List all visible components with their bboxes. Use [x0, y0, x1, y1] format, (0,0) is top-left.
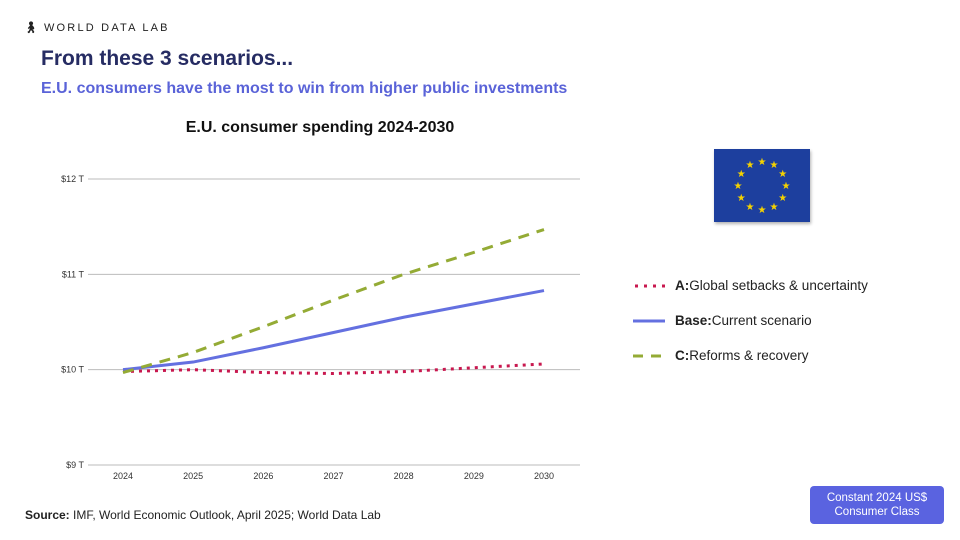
legend-item-c: C: Reforms & recovery	[633, 338, 868, 373]
source-note: Source: IMF, World Economic Outlook, Apr…	[25, 508, 381, 522]
star-icon: ★	[770, 160, 779, 171]
series-line-solid	[122, 289, 545, 372]
source-text: IMF, World Economic Outlook, April 2025;…	[69, 508, 381, 522]
source-label: Source:	[25, 508, 70, 522]
page-title: From these 3 scenarios...	[41, 47, 294, 70]
solid-line-swatch	[633, 319, 665, 322]
star-icon: ★	[778, 193, 787, 204]
x-tick-label: 2028	[394, 471, 414, 481]
x-tick-label: 2025	[183, 471, 203, 481]
x-tick-label: 2029	[464, 471, 484, 481]
star-icon: ★	[770, 202, 779, 213]
x-tick-label: 2027	[323, 471, 343, 481]
dashed-line-swatch	[633, 354, 665, 357]
star-icon: ★	[758, 157, 767, 168]
brand: 🚶︎ WORLD DATA LAB	[24, 21, 170, 35]
star-icon: ★	[758, 205, 767, 216]
legend-item-base: Base: Current scenario	[633, 303, 868, 338]
star-icon: ★	[778, 169, 787, 180]
legend-label: Current scenario	[711, 313, 812, 328]
x-tick-label: 2026	[253, 471, 273, 481]
legend-key: A:	[675, 278, 690, 293]
badge-line-1: Constant 2024 US$	[826, 492, 928, 504]
units-badge[interactable]: Constant 2024 US$ Consumer Class	[810, 486, 944, 524]
badge-line-2: Consumer Class	[834, 506, 920, 518]
star-icon: ★	[746, 202, 755, 213]
star-icon: ★	[737, 169, 746, 180]
page-subtitle: E.U. consumers have the most to win from…	[41, 80, 568, 97]
series-line-dotted	[122, 362, 545, 375]
x-tick-label: 2024	[113, 471, 133, 481]
legend: A: Global setbacks & uncertainty Base: C…	[633, 268, 868, 373]
chart-title: E.U. consumer spending 2024-2030	[185, 119, 455, 136]
people-icon: 🚶︎	[24, 22, 38, 34]
series-line-dashed	[122, 228, 545, 374]
eu-flag-icon: ★ ★ ★ ★ ★ ★ ★ ★ ★ ★ ★ ★	[714, 149, 810, 222]
brand-name: WORLD DATA LAB	[43, 21, 170, 34]
legend-label: Reforms & recovery	[689, 348, 809, 363]
y-tick-label: $10 T	[61, 365, 84, 375]
star-icon: ★	[782, 181, 791, 192]
legend-key: Base:	[675, 313, 712, 328]
y-tick-label: $11 T	[62, 269, 85, 279]
x-tick-label: 2030	[534, 471, 554, 481]
star-icon: ★	[746, 160, 755, 171]
legend-label: Global setbacks & uncertainty	[689, 278, 868, 293]
y-tick-label: $9 T	[66, 460, 84, 470]
line-chart: $9 T $10 T $11 T $12 T 2024 2025 2026 2027 2028 2…	[61, 174, 580, 481]
legend-item-a: A: Global setbacks & uncertainty	[633, 268, 868, 303]
legend-key: C:	[675, 348, 690, 363]
dotted-line-swatch	[635, 284, 665, 287]
y-tick-label: $12 T	[61, 174, 84, 184]
star-icon: ★	[734, 181, 743, 192]
star-icon: ★	[737, 193, 746, 204]
